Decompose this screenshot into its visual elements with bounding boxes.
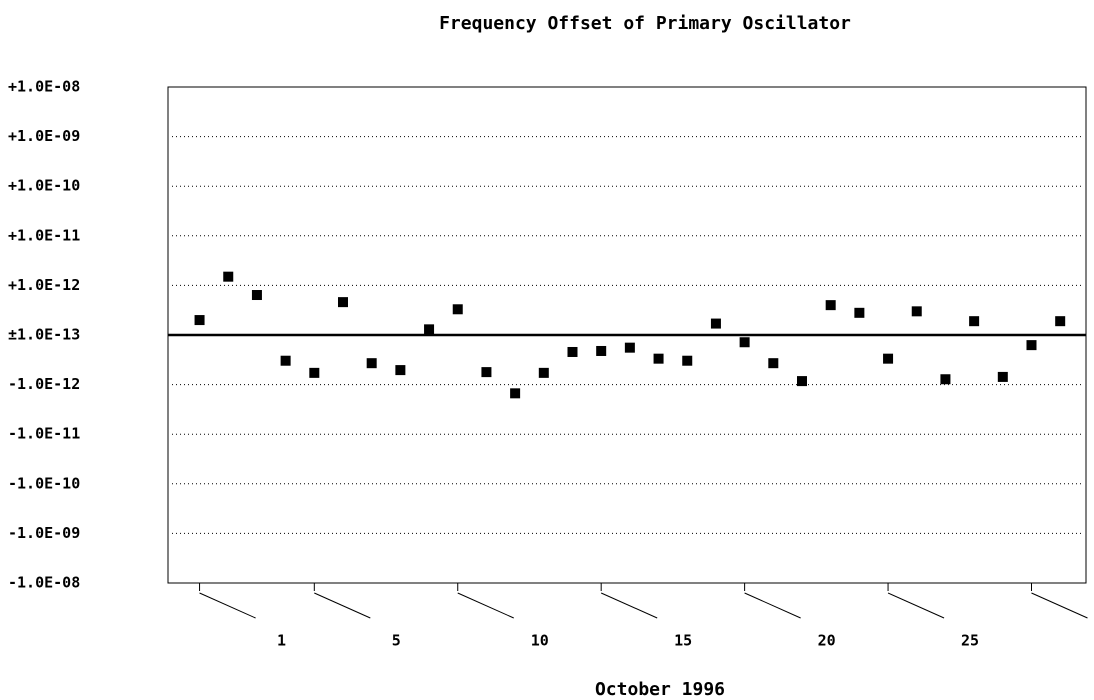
point: [251, 290, 262, 301]
x-tick-label: 5: [392, 632, 401, 650]
y-tick-label: +1.0E-08: [8, 78, 80, 96]
y-tick-label: ±1.0E-13: [8, 326, 80, 344]
point: [911, 306, 922, 317]
x-tick-label: 20: [818, 632, 836, 650]
point: [710, 318, 721, 329]
point: [796, 376, 807, 387]
point: [1055, 316, 1066, 327]
y-tick-label: -1.0E-12: [8, 375, 80, 393]
x-tick-label: 25: [961, 632, 979, 650]
y-tick-label: +1.0E-12: [8, 276, 80, 294]
y-tick-label: -1.0E-10: [8, 474, 80, 492]
chart-title: Frequency Offset of Primary Oscillator: [439, 13, 851, 34]
x-tick-leader: [314, 592, 371, 619]
x-tick-leader: [744, 592, 801, 619]
point: [366, 358, 377, 369]
x-tick-label: 1: [277, 632, 286, 650]
x-tick-label: 15: [674, 632, 692, 650]
x-tick-leader: [199, 592, 256, 619]
point: [567, 346, 578, 357]
x-tick-label: 10: [531, 632, 549, 650]
point: [739, 337, 750, 348]
point: [223, 271, 234, 282]
y-tick-label: -1.0E-08: [8, 574, 80, 592]
point: [854, 307, 865, 318]
point: [424, 324, 435, 335]
x-tick-leader: [457, 592, 514, 619]
point: [337, 297, 348, 308]
point: [653, 353, 664, 364]
y-tick-label: +1.0E-09: [8, 127, 80, 145]
point: [538, 367, 549, 378]
y-tick-label: -1.0E-11: [8, 425, 80, 443]
point: [395, 365, 406, 376]
point: [481, 367, 492, 378]
x-tick-leader: [1031, 592, 1088, 619]
point: [452, 304, 463, 315]
point: [309, 367, 320, 378]
x-tick-leader: [887, 592, 945, 619]
point: [768, 358, 779, 369]
point: [624, 342, 635, 353]
point: [596, 345, 607, 356]
point: [682, 355, 693, 366]
point: [883, 353, 894, 364]
y-tick-label: +1.0E-10: [8, 177, 80, 195]
y-tick-label: -1.0E-09: [8, 524, 80, 542]
x-tick-leader: [600, 592, 658, 619]
point: [1026, 340, 1037, 351]
point: [825, 300, 836, 311]
point: [969, 316, 980, 327]
point: [510, 388, 521, 399]
point: [194, 315, 205, 326]
y-tick-label: +1.0E-11: [8, 226, 80, 244]
point: [280, 355, 291, 366]
point: [940, 374, 951, 385]
x-axis-label: October 1996: [595, 679, 725, 700]
point: [997, 371, 1008, 382]
